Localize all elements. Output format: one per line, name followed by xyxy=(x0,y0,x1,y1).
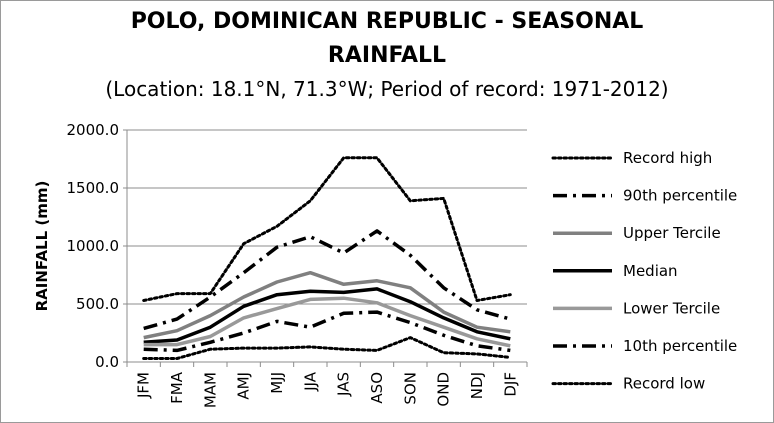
legend-label: 90th percentile xyxy=(623,187,737,205)
series-line-record-high xyxy=(142,156,512,302)
series-line-10th-percentile xyxy=(143,310,511,353)
x-tick-label: JJA xyxy=(301,371,319,392)
chart-title-line-2: RAINFALL xyxy=(327,43,447,68)
series-line-record-low xyxy=(142,336,512,360)
chart-title-line-1: POLO, DOMINICAN REPUBLIC - SEASONAL xyxy=(130,9,644,34)
x-tick-label: MJJ xyxy=(268,372,286,394)
x-tick-label: DJF xyxy=(501,372,519,397)
legend-label: Upper Tercile xyxy=(623,224,721,242)
x-tick-label: SON xyxy=(401,372,419,405)
legend-label: Median xyxy=(623,262,678,280)
legend-label: Record low xyxy=(623,375,705,393)
x-tick-label: NDJ xyxy=(468,372,486,399)
y-axis-title: RAINFALL (mm) xyxy=(33,181,51,312)
x-tick-label: OND xyxy=(435,372,453,407)
legend-label: Lower Tercile xyxy=(623,299,720,317)
series-line-upper-tercile xyxy=(143,270,511,340)
legend-label: 10th percentile xyxy=(623,337,737,355)
series-line-90th-percentile xyxy=(143,229,511,331)
y-tick-label: 2000.0 xyxy=(67,121,120,139)
x-tick-label: JFM xyxy=(135,372,153,399)
x-tick-label: FMA xyxy=(168,371,186,404)
series-line-lower-tercile xyxy=(143,296,511,348)
x-tick-label: MAM xyxy=(201,372,219,408)
y-tick-label: 1000.0 xyxy=(67,237,120,255)
x-tick-label: AMJ xyxy=(235,372,253,400)
y-tick-label: 0.0 xyxy=(95,353,119,371)
x-tick-label: ASO xyxy=(368,372,386,404)
series-line-median xyxy=(143,287,511,345)
legend-label: Record high xyxy=(623,149,712,167)
x-tick-label: JAS xyxy=(335,372,353,397)
chart-subtitle: (Location: 18.1°N, 71.3°W; Period of rec… xyxy=(105,77,669,101)
y-tick-label: 500.0 xyxy=(76,295,119,313)
y-tick-label: 1500.0 xyxy=(67,179,120,197)
